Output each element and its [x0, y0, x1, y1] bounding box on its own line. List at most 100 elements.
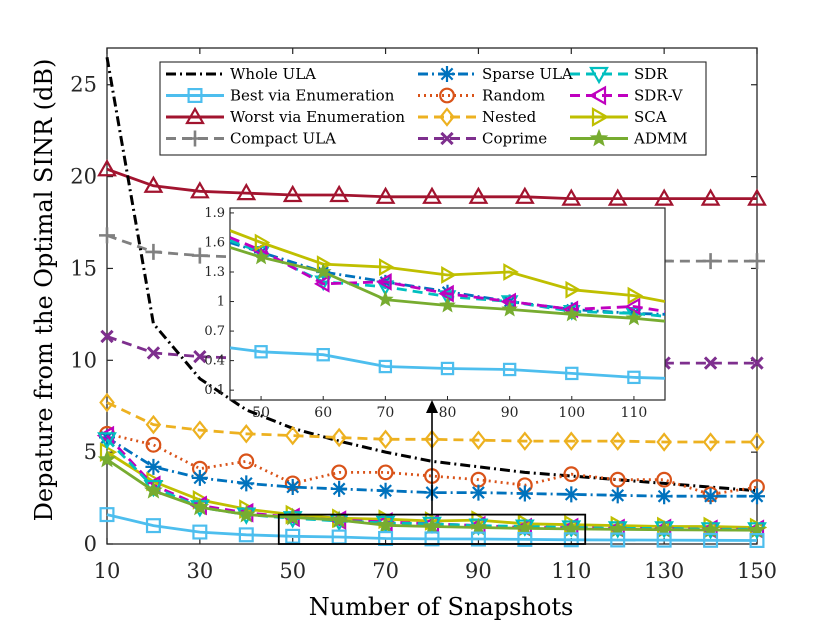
- inset-point: [314, 263, 332, 280]
- legend-label: Sparse ULA: [482, 65, 573, 83]
- series-point: [99, 392, 115, 413]
- inset-point: [503, 263, 519, 281]
- inset-y-tick-label: 1.6: [204, 235, 225, 250]
- series-point: [607, 188, 628, 206]
- series-point: [377, 482, 394, 499]
- series-point: [238, 475, 255, 492]
- inset-plot: 50 60 70 80 90 100 110 0.1 0.4 0.7 1 1.3 1.6 1.9: [204, 206, 666, 421]
- series-point: [749, 533, 765, 549]
- series-point: [329, 510, 349, 529]
- series-point: [238, 424, 255, 444]
- series-line-best-via-enumeration: [106, 513, 758, 542]
- series-line-worst-via-enumeration: [106, 167, 757, 201]
- series-point: [609, 471, 626, 488]
- y-tick-label: 0: [84, 532, 97, 556]
- x-tick-label: 10: [94, 559, 121, 583]
- inset-x-tick-label: 50: [252, 405, 270, 421]
- series-point: [749, 253, 765, 270]
- series-point: [236, 504, 256, 523]
- series-point: [145, 414, 162, 435]
- series-point: [145, 436, 162, 453]
- series-point: [329, 184, 350, 203]
- series-point: [702, 253, 719, 270]
- legend-label: SCA: [634, 108, 667, 126]
- series-point: [702, 432, 719, 452]
- series-point: [191, 469, 208, 486]
- legend-label: Compact ULA: [230, 130, 336, 148]
- inset-y-tick-label: 1.3: [204, 265, 225, 280]
- legend-label: Best via Enumeration: [230, 87, 395, 105]
- legend-marker: [439, 66, 455, 82]
- series-point: [563, 466, 580, 483]
- inset-y-tick-label: 0.7: [204, 324, 225, 339]
- y-tick-label: 20: [70, 165, 97, 189]
- series-point: [516, 485, 533, 502]
- series-point: [331, 427, 347, 448]
- series-point: [146, 346, 161, 360]
- x-tick-label: 30: [186, 559, 213, 583]
- series-line-nested: [106, 401, 757, 444]
- inset-point: [439, 296, 456, 313]
- inset-y-tick-label: 1: [217, 295, 225, 310]
- inset-point: [563, 305, 581, 322]
- inset-x-tick-label: 90: [501, 405, 519, 421]
- series-point: [563, 486, 580, 503]
- inset-point: [625, 307, 643, 323]
- series-point: [609, 431, 626, 451]
- inset-x-tick-label: 70: [376, 405, 394, 421]
- series-point: [517, 531, 533, 547]
- legend-label: SDR: [634, 65, 668, 83]
- series-point: [192, 524, 208, 540]
- series-point: [192, 420, 208, 440]
- legend-label: Worst via Enumeration: [230, 108, 405, 126]
- inset-y-tick-label: 0.4: [204, 354, 225, 369]
- inset-point: [624, 297, 641, 316]
- series-point: [700, 188, 721, 206]
- inset-point: [252, 248, 270, 265]
- inset-point: [441, 266, 457, 284]
- inset-line-sca: [230, 229, 665, 303]
- legend-label: Nested: [482, 108, 537, 126]
- y-axis-label: Depature from the Optimal SINR (dB): [30, 59, 58, 522]
- legend-label: Random: [482, 87, 545, 105]
- series-point: [609, 487, 626, 504]
- series-point: [97, 159, 117, 177]
- legend-label: Whole ULA: [230, 65, 316, 83]
- series-point: [236, 182, 257, 201]
- series-point: [193, 349, 207, 364]
- series-point: [284, 479, 301, 496]
- inset-point: [502, 362, 517, 377]
- inset-point: [438, 284, 454, 303]
- series-point: [563, 532, 579, 548]
- series-point: [99, 507, 115, 523]
- series-point: [656, 488, 673, 505]
- series-point: [654, 188, 675, 206]
- series-point: [238, 453, 255, 470]
- inset-y-tick-label: 1.9: [204, 206, 225, 221]
- x-tick-label: 110: [551, 559, 591, 583]
- series-point: [470, 531, 486, 547]
- series-point: [424, 531, 440, 547]
- series-point: [377, 464, 394, 481]
- inset-series-group: [230, 229, 665, 385]
- series-line-whole-ula: [105, 56, 758, 493]
- series-point: [702, 488, 719, 505]
- series-point: [750, 356, 764, 370]
- series-point: [514, 186, 535, 204]
- series-point: [749, 432, 765, 452]
- legend-marker: [185, 106, 205, 125]
- axes-labels: Number of Snapshots Depature from the Op…: [30, 59, 573, 621]
- series-point: [703, 532, 719, 548]
- zoom-box-group: [277, 400, 587, 545]
- inset-point: [440, 361, 455, 376]
- series-point: [97, 432, 117, 450]
- legend: Whole ULA Best via Enumeration Worst via E…: [159, 61, 707, 156]
- series-point: [563, 431, 580, 451]
- inset-point: [627, 370, 641, 385]
- series-point: [284, 425, 301, 446]
- inset-point: [501, 300, 518, 317]
- inset-point: [627, 286, 644, 305]
- series-point: [143, 175, 164, 193]
- series-point: [331, 464, 348, 481]
- series-point: [282, 184, 303, 203]
